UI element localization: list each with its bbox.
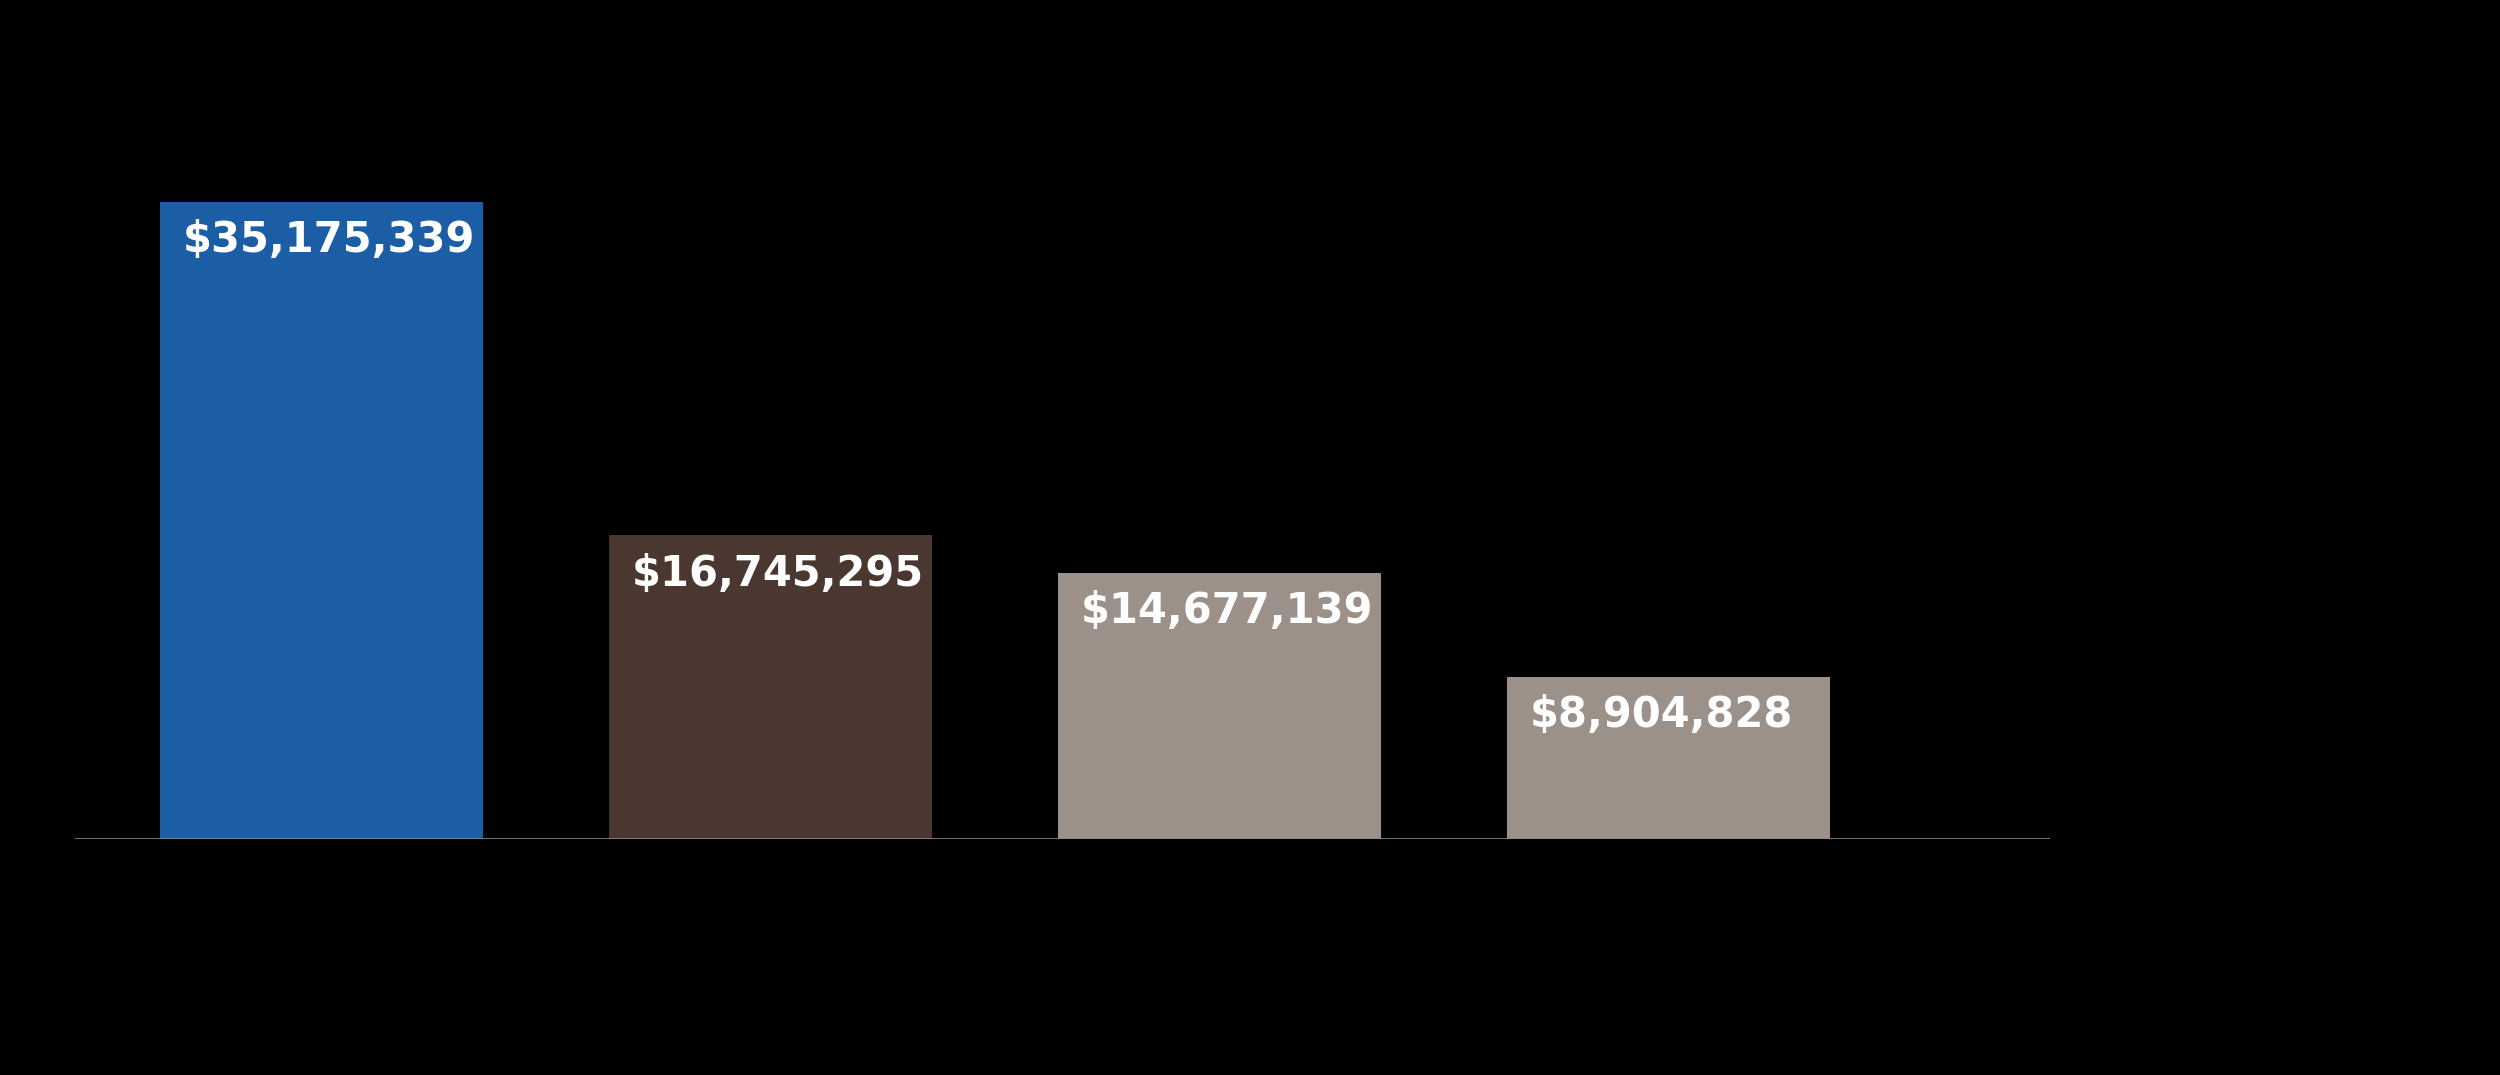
Text: $16,745,295: $16,745,295 bbox=[632, 553, 922, 594]
Bar bbox=[1508, 677, 1830, 838]
Text: $8,904,828: $8,904,828 bbox=[1530, 694, 1792, 736]
Bar bbox=[1058, 573, 1380, 838]
Bar bbox=[160, 202, 482, 839]
Text: $14,677,139: $14,677,139 bbox=[1080, 590, 1372, 632]
Text: $35,175,339: $35,175,339 bbox=[182, 219, 475, 261]
Bar bbox=[610, 535, 932, 838]
